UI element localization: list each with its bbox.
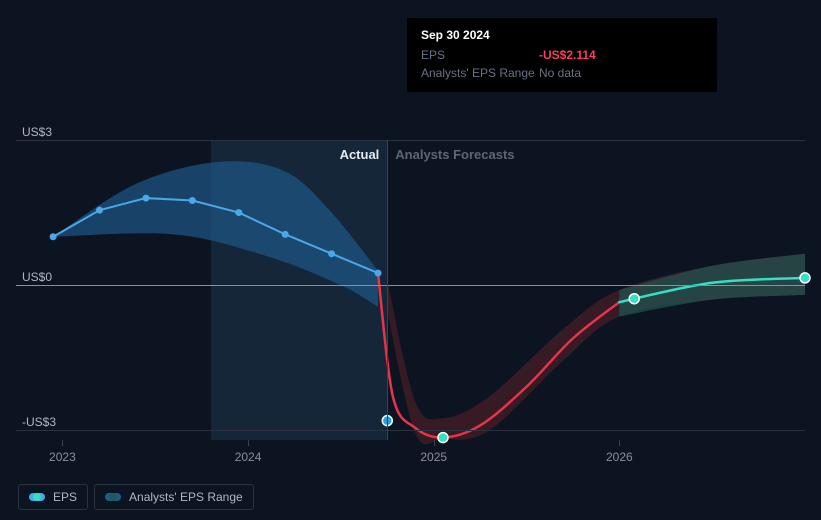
y-axis-label: US$0 bbox=[22, 270, 52, 284]
tooltip: Sep 30 2024 EPS -US$2.114 Analysts' EPS … bbox=[407, 18, 717, 92]
swatch-eps bbox=[29, 493, 45, 501]
tooltip-range-label: Analysts' EPS Range bbox=[421, 64, 539, 82]
tooltip-eps-value: -US$2.114 bbox=[539, 46, 596, 64]
section-divider bbox=[387, 140, 388, 440]
x-axis-label: 2023 bbox=[49, 450, 76, 464]
swatch-range bbox=[105, 493, 121, 501]
section-label-forecast: Analysts Forecasts bbox=[395, 147, 514, 162]
x-tick bbox=[62, 440, 63, 446]
gridline bbox=[16, 430, 805, 431]
legend-item-range[interactable]: Analysts' EPS Range bbox=[94, 484, 254, 510]
tooltip-date: Sep 30 2024 bbox=[421, 28, 703, 42]
tooltip-eps-label: EPS bbox=[421, 46, 539, 64]
plot-area[interactable] bbox=[16, 140, 805, 440]
gridline bbox=[16, 285, 805, 286]
legend-item-eps[interactable]: EPS bbox=[18, 484, 88, 510]
y-axis-label: US$3 bbox=[22, 125, 52, 139]
y-axis-label: -US$3 bbox=[22, 415, 56, 429]
tooltip-range-value: No data bbox=[539, 64, 581, 82]
gridline bbox=[16, 140, 805, 141]
section-label-actual: Actual bbox=[340, 147, 380, 162]
x-tick bbox=[619, 440, 620, 446]
legend: EPS Analysts' EPS Range bbox=[18, 484, 254, 510]
x-axis-label: 2025 bbox=[420, 450, 447, 464]
tooltip-row-eps: EPS -US$2.114 bbox=[421, 46, 703, 64]
x-axis-label: 2024 bbox=[235, 450, 262, 464]
x-tick bbox=[434, 440, 435, 446]
x-axis-label: 2026 bbox=[606, 450, 633, 464]
legend-label: Analysts' EPS Range bbox=[129, 490, 243, 504]
tooltip-row-range: Analysts' EPS Range No data bbox=[421, 64, 703, 82]
x-tick bbox=[248, 440, 249, 446]
legend-label: EPS bbox=[53, 490, 77, 504]
chart-svg bbox=[16, 140, 805, 440]
